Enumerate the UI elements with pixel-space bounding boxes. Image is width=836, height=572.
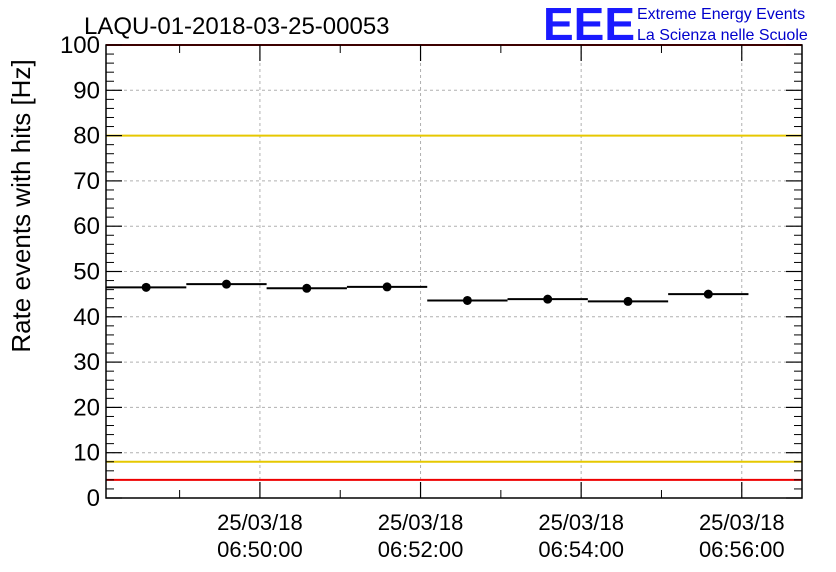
point-marker	[623, 296, 633, 306]
point-marker	[141, 282, 151, 292]
y-axis: 0 10 20 30 40 50 60 70 80 90 100	[60, 32, 802, 512]
point-marker	[543, 294, 553, 304]
y-tick-label: 40	[73, 304, 100, 331]
point-marker	[703, 289, 713, 299]
data-point	[507, 294, 588, 304]
logo-mark: EEE	[543, 0, 635, 50]
reference-lines	[106, 44, 802, 481]
data-point	[186, 279, 267, 289]
data-point	[266, 283, 347, 293]
chart-title: LAQU-01-2018-03-25-00053	[84, 13, 390, 40]
y-tick-label: 10	[73, 440, 100, 467]
y-tick-label: 60	[73, 213, 100, 240]
data-point	[106, 282, 187, 292]
data-point	[427, 295, 508, 305]
x-tick-time: 06:52:00	[378, 537, 464, 562]
y-tick-label: 30	[73, 349, 100, 376]
logo-line-1: Extreme Energy Events	[637, 6, 805, 23]
point-marker	[382, 282, 392, 292]
y-tick-label: 70	[73, 168, 100, 195]
data-point	[668, 289, 749, 299]
y-tick-label: 20	[73, 394, 100, 421]
x-axis: 25/03/1806:50:0025/03/1806:52:0025/03/18…	[179, 45, 785, 562]
x-tick-time: 06:50:00	[217, 537, 303, 562]
data-point	[587, 296, 669, 306]
y-tick-label: 50	[73, 259, 100, 286]
x-tick-date: 25/03/18	[538, 510, 624, 535]
y-tick-label: 0	[87, 485, 100, 512]
data-point	[346, 282, 428, 292]
y-tick-label: 100	[60, 32, 100, 59]
x-tick-date: 25/03/18	[217, 510, 303, 535]
x-tick-date: 25/03/18	[699, 510, 785, 535]
x-tick-date: 25/03/18	[378, 510, 464, 535]
y-tick-label: 90	[73, 77, 100, 104]
y-tick-label: 80	[73, 123, 100, 150]
point-marker	[221, 279, 231, 289]
x-tick-time: 06:56:00	[699, 537, 785, 562]
eee-logo: EEE Extreme Energy Events La Scienza nel…	[543, 0, 808, 50]
data-series	[106, 279, 749, 306]
grid	[106, 45, 802, 498]
y-axis-label: Rate events with hits [Hz]	[6, 59, 36, 352]
point-marker	[462, 295, 472, 305]
logo-line-2: La Scienza nelle Scuole	[637, 27, 808, 44]
point-marker	[302, 283, 312, 293]
x-tick-time: 06:54:00	[538, 537, 624, 562]
